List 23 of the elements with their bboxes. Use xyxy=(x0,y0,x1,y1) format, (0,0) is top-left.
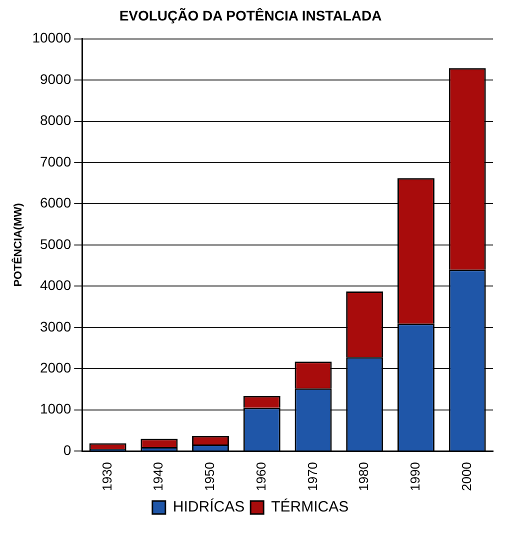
x-tick-label: 1940 xyxy=(150,462,166,491)
y-tick-label: 9000 xyxy=(40,70,72,87)
y-tick-label: 1000 xyxy=(40,400,72,417)
x-tick-label: 1970 xyxy=(304,462,320,491)
y-axis-title: POTÊNCIA(MW) xyxy=(12,202,25,287)
x-tick-label: 2000 xyxy=(458,462,474,491)
y-tick-label: 6000 xyxy=(40,194,72,211)
y-tick-label: 2000 xyxy=(40,359,72,376)
y-tick-label: 0 xyxy=(63,442,72,458)
y-tick-label: 8000 xyxy=(40,112,72,128)
y-tick-label: 4000 xyxy=(40,277,72,294)
y-tick-label: 5000 xyxy=(40,236,72,252)
y-tick-label: 3000 xyxy=(40,318,72,334)
x-tick-label: 1930 xyxy=(99,462,114,491)
legend-label: TÉRMICAS xyxy=(271,498,349,516)
x-tick-label: 1960 xyxy=(253,462,268,491)
y-tick-label: 7000 xyxy=(40,153,72,170)
legend-label: HIDRÍCAS xyxy=(172,498,245,516)
x-tick-label: 1950 xyxy=(202,462,218,491)
x-tick-label: 1980 xyxy=(356,462,372,491)
chart-title: EVOLUÇÃO DA POTÊNCIA INSTALADA xyxy=(119,7,382,24)
x-tick-label: 1990 xyxy=(408,462,423,491)
y-tick-label: 10000 xyxy=(32,30,72,46)
